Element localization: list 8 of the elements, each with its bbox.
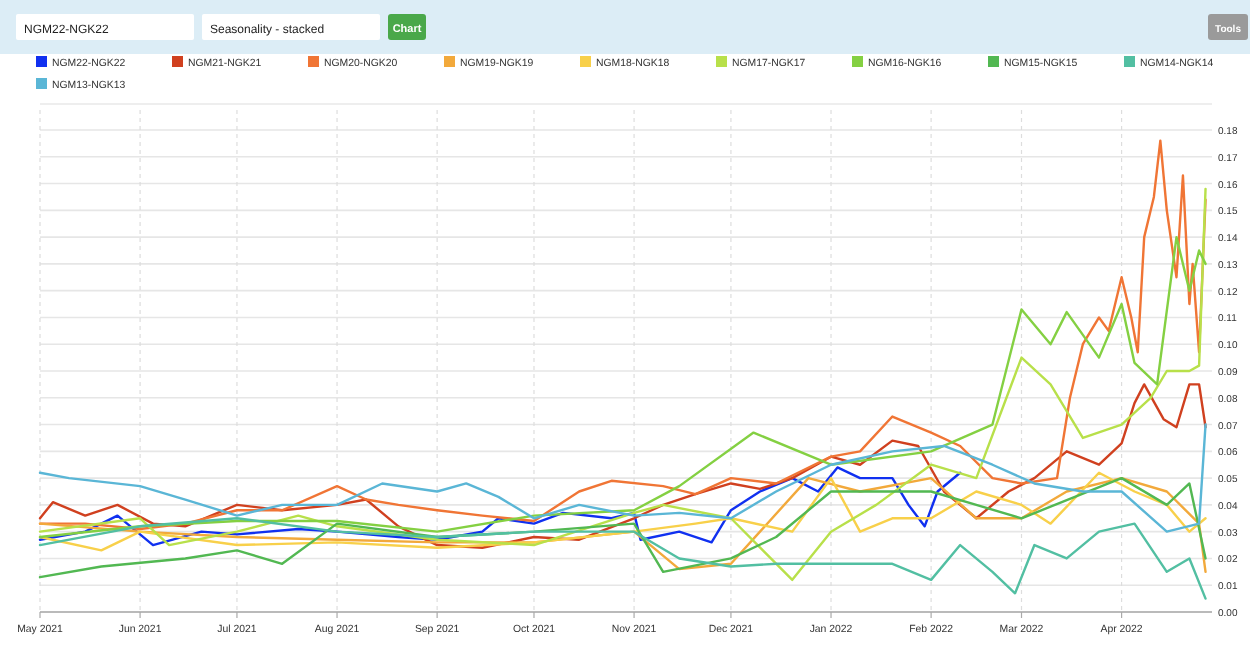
line-series — [38, 517, 1207, 600]
line-series — [38, 187, 1207, 582]
line-series — [38, 471, 1207, 552]
line-series — [38, 423, 1207, 533]
line-series — [38, 139, 1207, 531]
line-series — [38, 466, 962, 547]
line-series — [38, 235, 1207, 539]
line-series — [38, 383, 1207, 549]
